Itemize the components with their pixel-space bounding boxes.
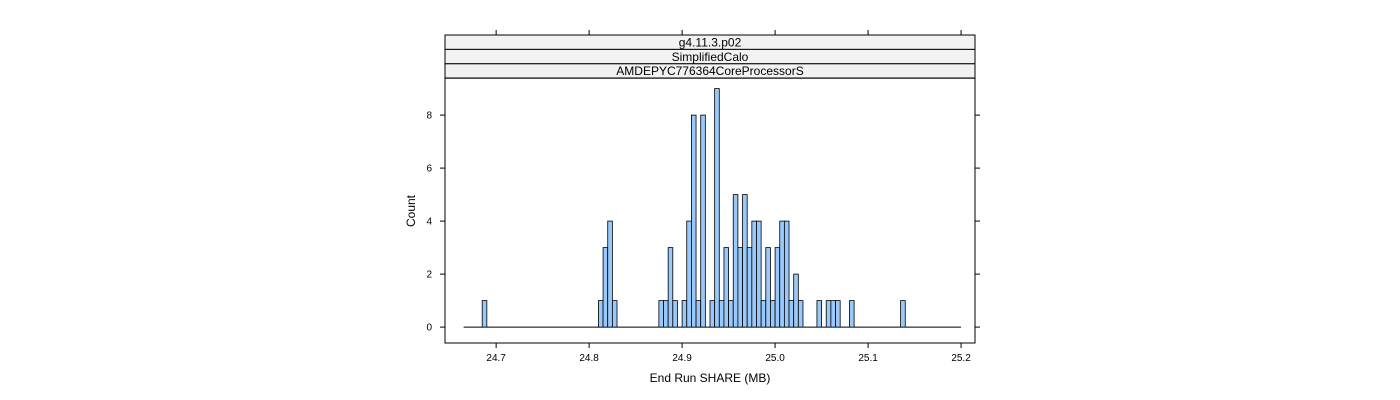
histogram-bar xyxy=(718,300,725,328)
x-tick-label: 25.2 xyxy=(951,353,971,364)
x-tick-label: 24.7 xyxy=(486,353,506,364)
histogram-bar xyxy=(825,300,832,328)
histogram-bar xyxy=(742,194,748,328)
histogram-bar xyxy=(667,247,674,328)
y-axis-title: Count xyxy=(404,194,418,227)
strip-label: g4.11.3.p02 xyxy=(679,35,742,49)
histogram-bar xyxy=(835,300,841,328)
histogram-bar xyxy=(793,273,799,328)
y-tick-label: 4 xyxy=(426,217,432,228)
histogram-bar xyxy=(760,300,767,328)
histogram-bar xyxy=(686,220,692,328)
histogram-bar xyxy=(783,220,790,328)
x-axis-title: End Run SHARE (MB) xyxy=(650,371,771,385)
histogram-bar xyxy=(746,247,753,328)
histogram-bar xyxy=(481,300,488,328)
strip-label: SimplifiedCalo xyxy=(672,50,749,64)
strip-headers: g4.11.3.p02SimplifiedCaloAMDEPYC776364Co… xyxy=(444,34,976,79)
x-axis: 24.7 24.8 24.9 25.0 25.1 25.2 xyxy=(486,30,971,364)
histogram-bar xyxy=(658,300,664,328)
histogram-bar xyxy=(770,300,776,328)
histogram-bar xyxy=(788,300,795,328)
x-tick-label: 24.8 xyxy=(579,353,599,364)
histogram-bar xyxy=(714,88,720,328)
histogram-bar xyxy=(700,114,706,328)
x-tick-label: 24.9 xyxy=(672,353,692,364)
histogram-bar xyxy=(728,300,734,328)
histogram-bar xyxy=(765,247,771,328)
histogram-bar xyxy=(695,300,702,328)
histogram-bar xyxy=(774,247,781,328)
strip-label: AMDEPYC776364CoreProcessorS xyxy=(616,64,803,78)
histogram-bars xyxy=(463,88,962,328)
y-tick-label: 0 xyxy=(426,323,432,334)
histogram-bar xyxy=(598,300,604,328)
histogram-bar xyxy=(756,220,762,328)
histogram-bar xyxy=(723,247,729,328)
histogram-bar xyxy=(681,300,688,328)
histogram-bar xyxy=(816,300,822,328)
histogram-bar xyxy=(737,247,743,328)
y-axis: 0 2 4 6 8 xyxy=(426,111,980,334)
histogram-bar xyxy=(849,300,855,328)
x-tick-label: 25.0 xyxy=(765,353,785,364)
histogram-bar xyxy=(611,300,618,328)
histogram-bar xyxy=(830,300,836,328)
histogram-bar xyxy=(797,300,804,328)
histogram-bar xyxy=(779,220,785,328)
histogram-bar xyxy=(751,220,757,328)
histogram-bar xyxy=(709,300,716,328)
histogram-bar xyxy=(663,300,669,328)
histogram-bar xyxy=(602,247,609,328)
y-tick-label: 2 xyxy=(426,270,432,281)
y-tick-label: 8 xyxy=(426,111,432,122)
histogram-bar xyxy=(732,194,739,328)
plot-panel xyxy=(444,77,976,344)
histogram-bar xyxy=(900,300,906,328)
histogram-bar xyxy=(607,220,613,328)
histogram-bar xyxy=(691,114,697,328)
histogram-bar xyxy=(672,300,678,328)
x-tick-label: 25.1 xyxy=(858,353,878,364)
panel-frame xyxy=(444,77,976,344)
y-tick-label: 6 xyxy=(426,164,432,175)
